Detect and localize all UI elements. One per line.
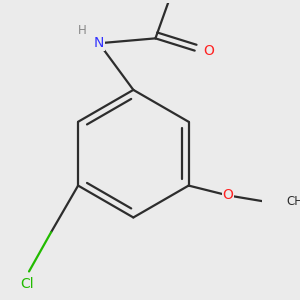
Text: N: N <box>94 36 104 50</box>
Text: H: H <box>77 25 86 38</box>
Text: O: O <box>203 44 214 58</box>
Text: O: O <box>222 188 233 203</box>
Text: CH₃: CH₃ <box>287 195 300 208</box>
Text: Cl: Cl <box>20 277 33 291</box>
